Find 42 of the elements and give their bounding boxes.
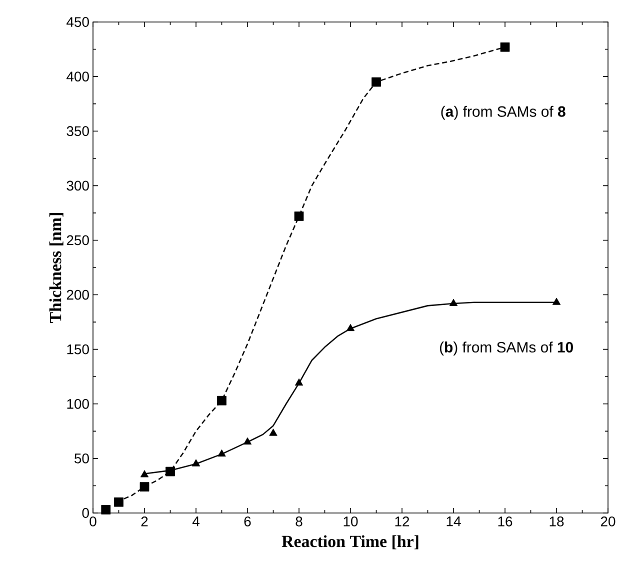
- point: [346, 324, 355, 332]
- point: [294, 212, 304, 221]
- x-tick-label: 4: [192, 516, 200, 526]
- x-tick-label: 10: [344, 516, 358, 526]
- x-tick-label: 8: [296, 516, 302, 526]
- y-tick-label: 350: [66, 126, 89, 136]
- x-tick-label: 16: [498, 516, 512, 526]
- x-tick-label: 0: [90, 516, 96, 526]
- y-tick-label: 100: [67, 398, 89, 409]
- x-tick-label: 20: [600, 516, 616, 526]
- point: [140, 482, 150, 492]
- x-axis-title: Reaction Time [hr]: [282, 535, 418, 550]
- x-tick-label: 2: [141, 516, 148, 526]
- point: [166, 466, 175, 476]
- y-tick-label: 0: [82, 508, 89, 518]
- point: [552, 298, 561, 305]
- point: [294, 378, 304, 386]
- annotation: (a) from SAMs of 8: [441, 106, 566, 120]
- point: [140, 470, 149, 478]
- y-tick-label: 300: [66, 180, 89, 191]
- point: [114, 497, 124, 507]
- y-tick-label: 250: [66, 235, 89, 246]
- x-tick-label: 12: [395, 516, 410, 526]
- x-tick-label: 6: [244, 516, 251, 526]
- point: [243, 437, 252, 445]
- y-tick-label: 200: [66, 290, 89, 300]
- point: [449, 298, 458, 306]
- point: [217, 396, 226, 406]
- y-axis-title: Thickness [nm]: [49, 213, 64, 323]
- point: [192, 459, 200, 466]
- point: [218, 449, 226, 457]
- y-tick-label: 150: [67, 344, 89, 354]
- x-tick-label: 18: [550, 516, 564, 526]
- point: [372, 77, 381, 87]
- y-tick-label: 400: [66, 72, 89, 82]
- y-tick-label: 50: [74, 453, 89, 464]
- point: [269, 428, 278, 436]
- point: [101, 505, 111, 514]
- annotation: (b) from SAMs of 10: [440, 342, 573, 356]
- x-tick-label: 14: [446, 516, 461, 526]
- point: [500, 42, 510, 52]
- y-tick-label: 450: [66, 17, 89, 27]
